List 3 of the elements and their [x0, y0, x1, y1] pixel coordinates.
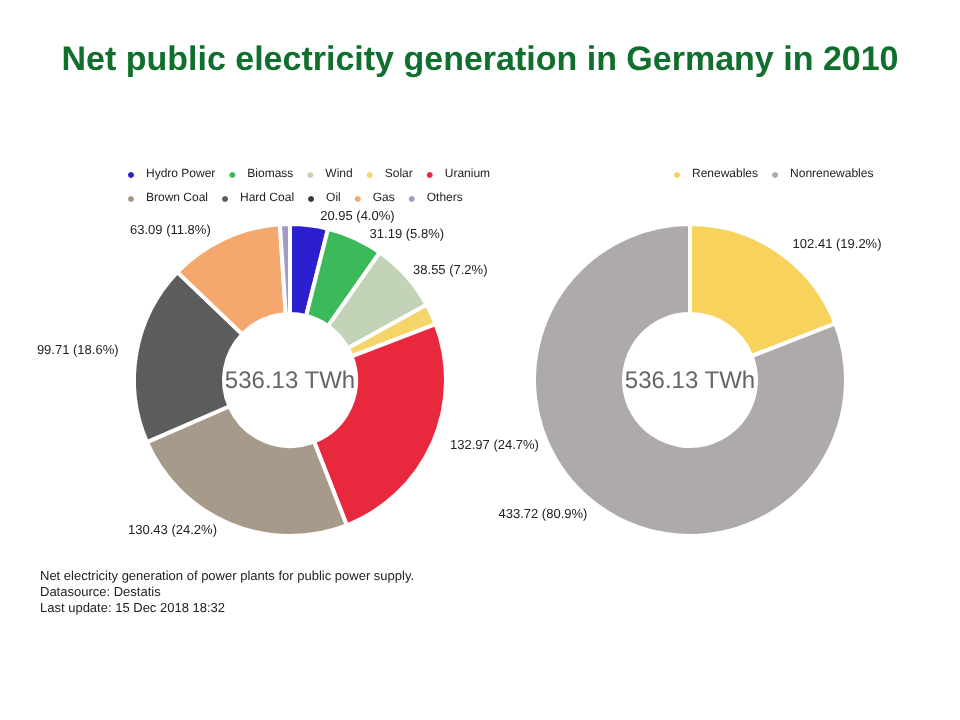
- chart-title: Net public electricity generation in Germany in 2010: [59, 40, 901, 80]
- text: 536.13 TWh: [624, 366, 756, 394]
- text: 536.13 TWh: [224, 366, 356, 394]
